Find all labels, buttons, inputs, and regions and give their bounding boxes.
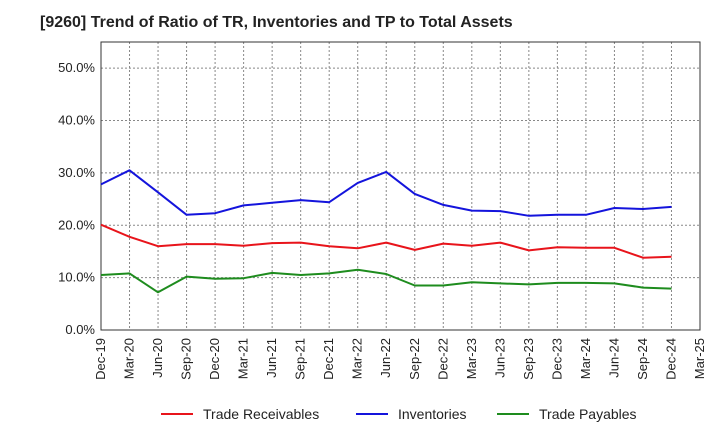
x-tick-label: Dec-19 <box>93 338 108 380</box>
x-tick-label: Sep-23 <box>521 338 536 380</box>
series-line-trade-payables <box>100 268 672 294</box>
x-tick-label: Dec-24 <box>663 338 678 380</box>
legend: Trade Receivables Inventories Trade Payabl… <box>161 406 637 422</box>
x-tick-label: Mar-21 <box>236 338 251 379</box>
x-tick-label: Dec-20 <box>207 338 222 380</box>
legend-item-trade-receivables: Trade Receivables <box>161 406 319 422</box>
plot-area-border <box>100 41 701 331</box>
x-tick-label: Mar-20 <box>122 338 137 379</box>
x-tick-label: Mar-24 <box>578 338 593 379</box>
y-tick-label: 30.0% <box>58 165 95 180</box>
y-tick-label: 50.0% <box>58 60 95 75</box>
y-axis-ticks: 0.0% 10.0% 20.0% 30.0% 40.0% 50.0% <box>58 60 95 337</box>
x-tick-label: Jun-20 <box>150 338 165 378</box>
x-tick-label: Sep-20 <box>179 338 194 380</box>
x-tick-label: Jun-22 <box>378 338 393 378</box>
chart-title: [9260] Trend of Ratio of TR, Inventories… <box>40 14 513 31</box>
series-lines <box>100 169 672 294</box>
series-line-trade-receivables <box>100 223 672 259</box>
x-tick-label: Sep-24 <box>635 338 650 380</box>
legend-label: Trade Receivables <box>203 406 319 422</box>
x-tick-label: Jun-24 <box>606 338 621 378</box>
x-tick-label: Sep-22 <box>407 338 422 380</box>
grid-lines <box>101 42 700 330</box>
legend-label: Inventories <box>398 406 466 422</box>
x-tick-label: Mar-25 <box>692 338 707 379</box>
x-tick-label: Dec-21 <box>321 338 336 380</box>
x-tick-label: Mar-22 <box>350 338 365 379</box>
y-tick-label: 20.0% <box>58 217 95 232</box>
y-tick-label: 10.0% <box>58 270 95 285</box>
x-tick-label: Jun-21 <box>264 338 279 378</box>
legend-item-inventories: Inventories <box>356 406 466 422</box>
y-tick-label: 0.0% <box>65 322 95 337</box>
x-axis-ticks: Dec-19 Mar-20 Jun-20 Sep-20 Dec-20 Mar-21 Jun-… <box>93 338 707 380</box>
x-tick-label: Jun-23 <box>492 338 507 378</box>
y-tick-label: 40.0% <box>58 113 95 128</box>
x-tick-label: Dec-22 <box>435 338 450 380</box>
x-tick-label: Mar-23 <box>464 338 479 379</box>
legend-label: Trade Payables <box>539 406 637 422</box>
x-tick-label: Dec-23 <box>549 338 564 380</box>
series-line-inventories <box>100 169 672 217</box>
x-tick-label: Sep-21 <box>293 338 308 380</box>
legend-item-trade-payables: Trade Payables <box>497 406 637 422</box>
